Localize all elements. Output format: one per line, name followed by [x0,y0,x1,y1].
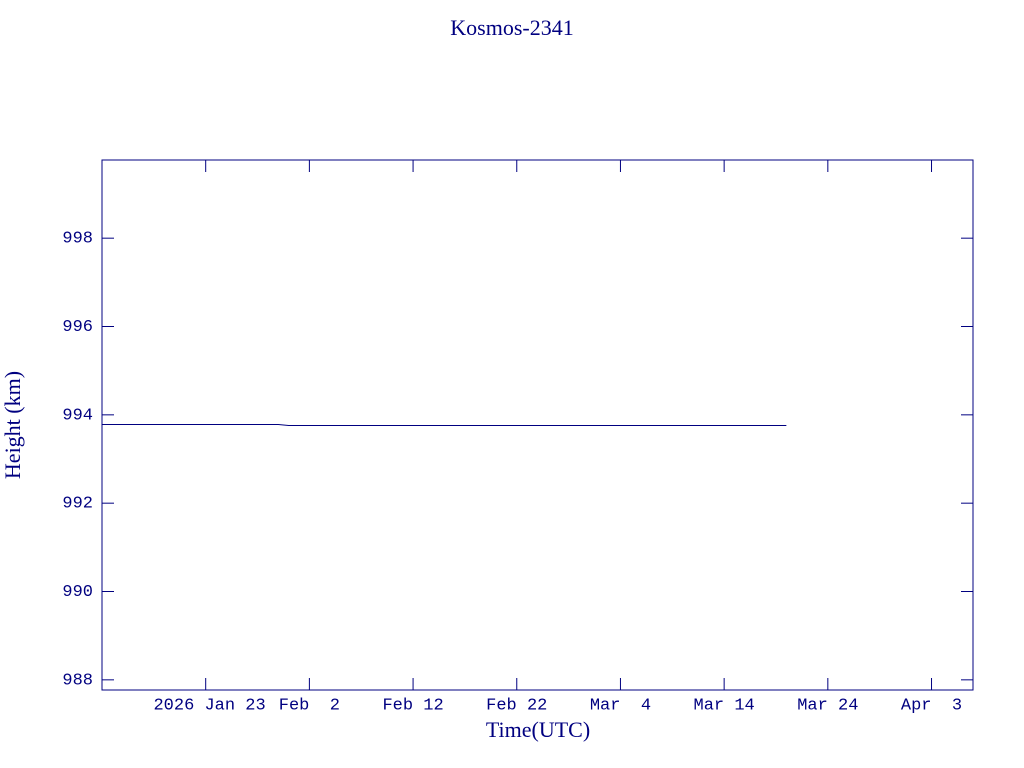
x-tick-label: Feb 2 [279,696,340,715]
y-tick-label: 990 [62,583,93,602]
y-tick-label: 998 [62,230,93,249]
y-tick-label: 996 [62,318,93,337]
y-axis-label: Height (km) [0,371,25,479]
x-tick-label: Mar 24 [797,696,858,715]
x-tick-label: Mar 14 [694,696,755,715]
x-tick-label: Mar 4 [590,696,651,715]
data-line [102,424,787,426]
y-tick-label: 994 [62,406,93,425]
x-tick-label: Apr 3 [901,696,962,715]
y-tick-label: 992 [62,495,93,514]
x-tick-label: Feb 22 [486,696,547,715]
y-tick-label: 988 [62,671,93,690]
x-tick-label: 2026 Jan 23 [153,696,265,715]
x-tick-label: Feb 12 [382,696,443,715]
x-axis-label: Time(UTC) [486,717,590,742]
chart-title: Kosmos-2341 [450,15,573,40]
